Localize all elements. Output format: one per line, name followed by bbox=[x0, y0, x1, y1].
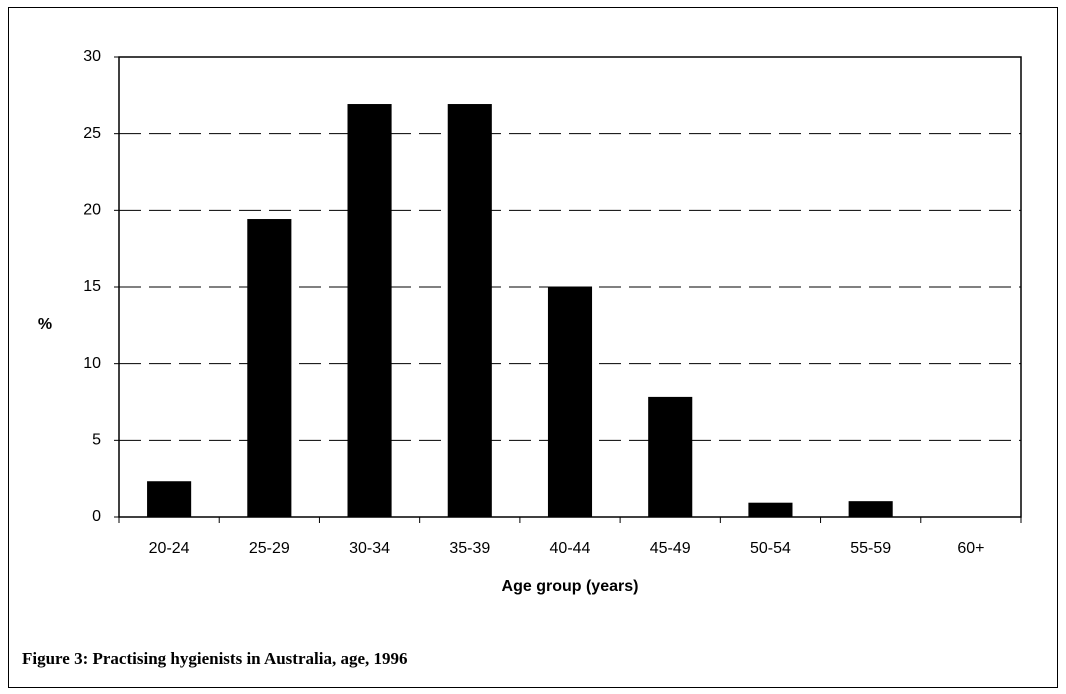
bar bbox=[748, 502, 793, 518]
bar bbox=[547, 286, 593, 518]
bar bbox=[447, 104, 492, 518]
bar bbox=[247, 219, 292, 518]
x-tick-label: 30-34 bbox=[349, 540, 390, 557]
x-axis-label: Age group (years) bbox=[502, 578, 639, 595]
x-tick-label: 50-54 bbox=[750, 540, 791, 557]
y-tick-label: 15 bbox=[83, 278, 101, 295]
y-axis-label: % bbox=[38, 316, 52, 333]
x-tick-label: 55-59 bbox=[850, 540, 891, 557]
y-tick-label: 25 bbox=[83, 125, 101, 142]
x-tick-label: 35-39 bbox=[449, 540, 490, 557]
bar bbox=[147, 481, 192, 518]
y-tick-label: 20 bbox=[83, 202, 101, 219]
y-tick-label: 30 bbox=[83, 48, 101, 65]
y-tick-label: 10 bbox=[83, 355, 101, 372]
x-tick-label: 40-44 bbox=[550, 540, 591, 557]
x-tick-label: 20-24 bbox=[149, 540, 190, 557]
frame bbox=[8, 7, 1058, 688]
plot-border bbox=[118, 56, 1022, 518]
caption: Figure 3: Practising hygienists in Austr… bbox=[22, 649, 408, 668]
x-tick-label: 60+ bbox=[957, 540, 984, 557]
bar bbox=[848, 501, 893, 518]
bar bbox=[648, 396, 693, 518]
x-tick-label: 25-29 bbox=[249, 540, 290, 557]
x-tick-label: 45-49 bbox=[650, 540, 691, 557]
y-tick-label: 0 bbox=[92, 508, 101, 525]
y-tick-label: 5 bbox=[92, 432, 101, 449]
bar bbox=[347, 104, 392, 518]
